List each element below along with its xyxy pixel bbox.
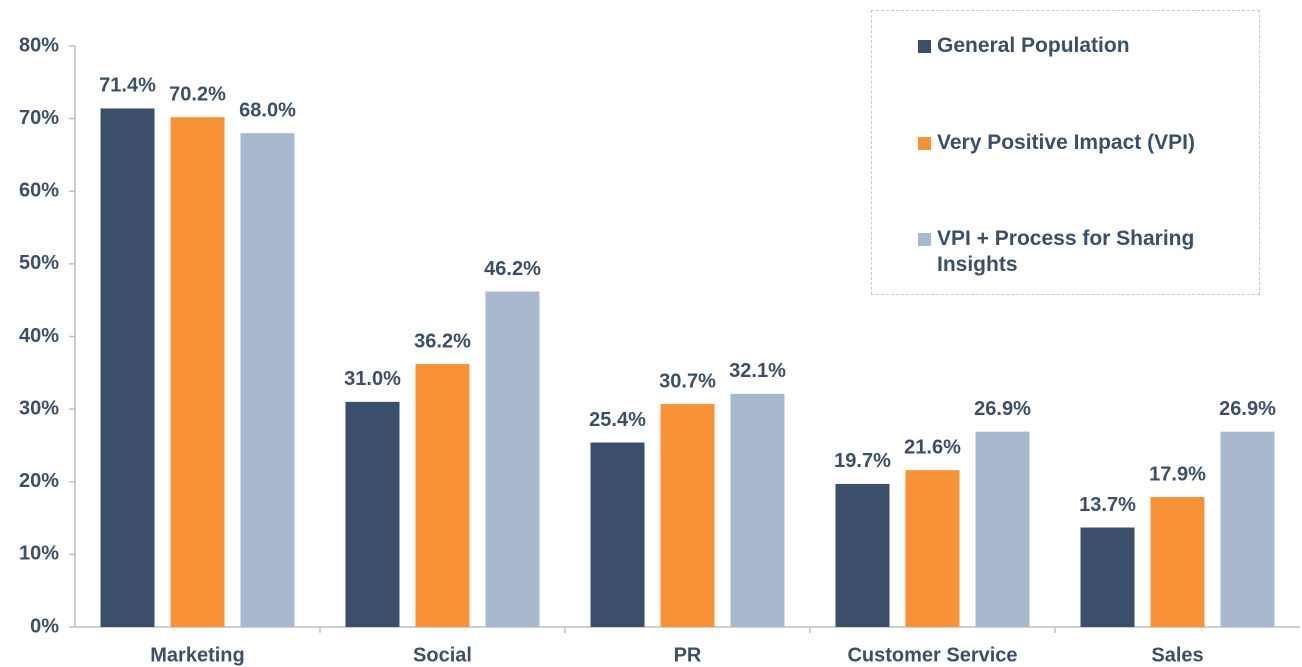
bar (975, 431, 1030, 627)
bar (1080, 527, 1135, 627)
legend-item: General Population (918, 33, 1238, 59)
bar (835, 483, 890, 627)
bar (345, 401, 400, 627)
data-label: 30.7% (659, 370, 716, 392)
x-tick-label: Customer Service (847, 644, 1017, 666)
bar (170, 117, 225, 628)
y-tick-label: 0% (30, 615, 59, 637)
data-label: 19.7% (834, 450, 891, 472)
bar (590, 442, 645, 627)
data-label: 70.2% (169, 83, 226, 105)
bar (1150, 497, 1205, 627)
bar (730, 393, 785, 627)
legend-label: VPI + Process for Sharing Insights (937, 227, 1195, 276)
y-tick-label: 80% (19, 34, 59, 56)
data-label: 36.2% (414, 330, 471, 352)
data-label: 21.6% (904, 436, 961, 458)
bar (240, 133, 295, 627)
data-label: 25.4% (589, 409, 646, 431)
bar (415, 364, 470, 627)
y-tick-label: 20% (19, 470, 59, 492)
data-label: 26.9% (974, 398, 1031, 420)
legend-item: VPI + Process for Sharing Insights (918, 226, 1238, 278)
y-tick-label: 60% (19, 180, 59, 202)
bar (100, 108, 155, 627)
y-tick-label: 40% (19, 325, 59, 347)
y-tick-label: 10% (19, 543, 59, 565)
data-label: 71.4% (99, 75, 156, 97)
legend-label: Very Positive Impact (VPI) (937, 131, 1195, 154)
x-tick-label: Social (413, 644, 472, 666)
bar (905, 470, 960, 627)
data-label: 13.7% (1079, 494, 1136, 516)
legend-swatch (918, 233, 931, 246)
bar (485, 291, 540, 627)
x-tick-label: PR (674, 644, 702, 666)
x-tick-label: Sales (1151, 644, 1203, 666)
legend: General Population Very Positive Impact (… (871, 10, 1260, 295)
legend-label: General Population (937, 34, 1130, 57)
data-label: 26.9% (1219, 398, 1276, 420)
data-label: 17.9% (1149, 463, 1206, 485)
y-tick-label: 70% (19, 107, 59, 129)
data-label: 32.1% (729, 360, 786, 382)
legend-swatch (918, 40, 931, 53)
bar (660, 404, 715, 627)
data-label: 68.0% (239, 99, 296, 121)
bar (1220, 431, 1275, 627)
x-tick-label: Marketing (150, 644, 244, 666)
y-tick-label: 50% (19, 252, 59, 274)
y-tick-label: 30% (19, 397, 59, 419)
legend-item: Very Positive Impact (VPI) (918, 130, 1238, 156)
data-label: 46.2% (484, 258, 541, 280)
data-label: 31.0% (344, 368, 401, 390)
legend-swatch (918, 137, 931, 150)
